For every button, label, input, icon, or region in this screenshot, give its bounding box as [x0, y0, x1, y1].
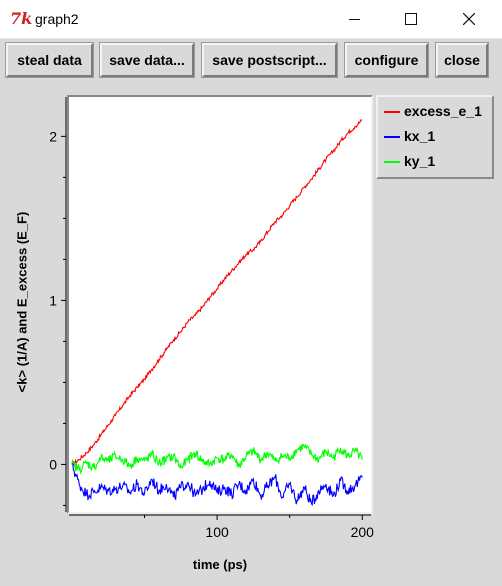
x-axis-label: time (ps): [192, 557, 248, 572]
legend-swatch: [384, 136, 400, 138]
toolbar: steal data save data... save postscript.…: [0, 38, 502, 88]
maximize-icon[interactable]: [388, 0, 434, 38]
chart-axes: 0 1 2 100 200: [49, 97, 374, 540]
window-title: graph2: [35, 11, 79, 27]
chart-series: [71, 119, 363, 507]
x-tick-label: 200: [351, 524, 375, 540]
minimize-icon[interactable]: [334, 0, 380, 38]
close-button[interactable]: close: [436, 43, 488, 77]
x-tick-label: 100: [205, 524, 229, 540]
legend-swatch: [384, 111, 400, 113]
series-line-kx-1: [71, 461, 363, 507]
title-bar: 7k graph2: [0, 0, 502, 39]
tk-icon: 7k: [10, 9, 33, 28]
close-icon[interactable]: [446, 0, 492, 38]
legend-label: ky_1: [404, 153, 436, 169]
legend-label: kx_1: [404, 128, 436, 144]
legend: excess_e_1 kx_1 ky_1: [376, 95, 494, 179]
legend-swatch: [384, 161, 400, 163]
save-data-button[interactable]: save data...: [100, 43, 194, 77]
y-tick-label: 0: [49, 456, 57, 472]
y-tick-label: 1: [49, 292, 57, 308]
steal-data-button[interactable]: steal data: [6, 43, 93, 77]
legend-label: excess_e_1: [404, 103, 482, 119]
y-axis-label: <k> (1/A) and E_excess (E_F): [14, 211, 30, 393]
series-line-excess-e-1: [71, 119, 363, 467]
configure-button[interactable]: configure: [345, 43, 428, 77]
y-tick-label: 2: [49, 128, 57, 144]
series-line-ky-1: [71, 443, 363, 475]
save-postscript-button[interactable]: save postscript...: [202, 43, 337, 77]
